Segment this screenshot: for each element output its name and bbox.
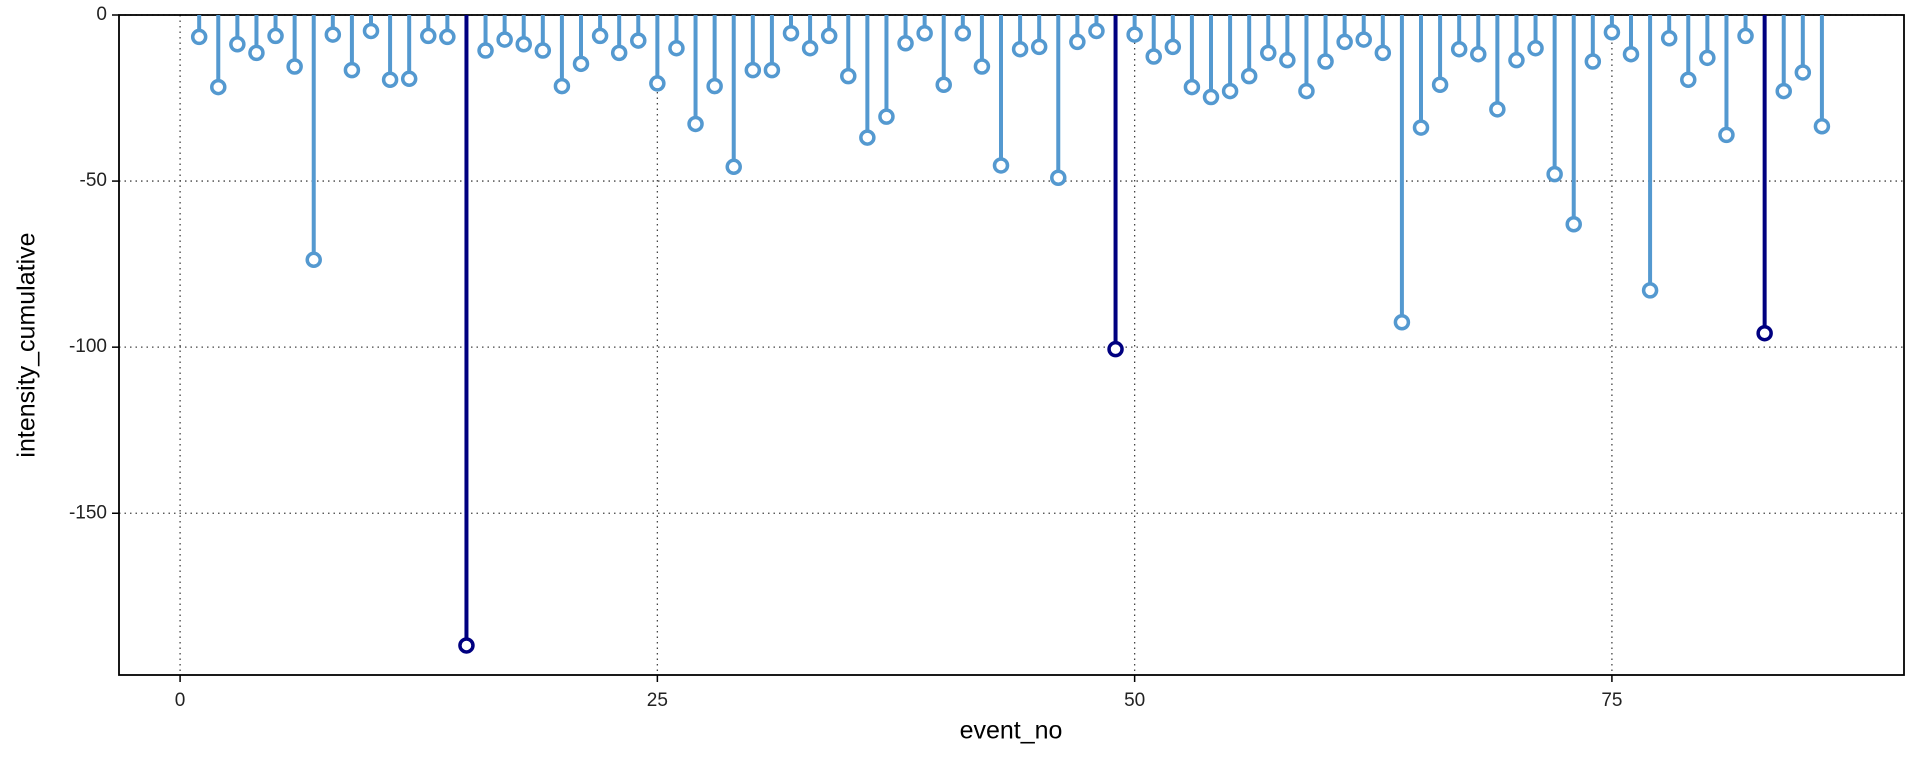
point (229, 35, 246, 53)
point (496, 31, 513, 48)
point (572, 55, 590, 73)
point (935, 76, 952, 94)
point (1050, 169, 1067, 187)
point (668, 39, 685, 57)
point (1775, 82, 1792, 100)
point (1508, 51, 1525, 69)
point (1279, 51, 1296, 69)
x-tick-label: 0 (175, 690, 186, 711)
point (420, 27, 437, 45)
point (1699, 49, 1716, 67)
point (1393, 313, 1411, 331)
point (840, 67, 857, 85)
y-axis-title: intensity_cumulative (13, 232, 41, 457)
point (649, 75, 666, 92)
point (1603, 24, 1621, 41)
point (458, 637, 475, 654)
point (1756, 324, 1773, 342)
x-tick-label: 75 (1601, 690, 1622, 711)
point (1126, 26, 1143, 43)
point (1470, 45, 1487, 63)
x-axis-title: event_no (960, 717, 1063, 745)
point (1221, 82, 1239, 100)
point (286, 58, 303, 75)
point (190, 28, 208, 46)
point (1813, 118, 1831, 135)
point (916, 25, 933, 42)
x-tick-label: 50 (1124, 690, 1145, 711)
point (1355, 31, 1372, 48)
point (782, 25, 800, 42)
point (534, 42, 552, 59)
y-tick-label: -150 (69, 502, 107, 523)
point (515, 35, 532, 53)
point (610, 44, 628, 62)
point (477, 42, 494, 59)
point (1622, 45, 1640, 63)
point (1202, 88, 1220, 106)
point (1489, 101, 1506, 118)
plot-frame (118, 14, 1905, 676)
point (591, 27, 609, 45)
point (267, 27, 284, 45)
point (801, 39, 819, 57)
point (763, 61, 781, 79)
point (973, 58, 991, 75)
point (1641, 282, 1659, 299)
point (1565, 216, 1582, 233)
point (343, 61, 361, 79)
point (1260, 44, 1277, 62)
point (1336, 33, 1353, 51)
point (553, 77, 571, 95)
point (324, 26, 342, 43)
point (439, 28, 456, 46)
y-tick-label: -100 (69, 336, 107, 357)
point (1030, 38, 1048, 56)
point (381, 71, 399, 89)
point (1718, 126, 1735, 144)
point (1145, 48, 1162, 65)
y-tick-label: -50 (80, 170, 107, 191)
point (992, 157, 1010, 174)
point (400, 70, 418, 88)
point (1412, 119, 1430, 136)
point (1107, 340, 1124, 358)
point (1317, 53, 1334, 70)
y-tick-label: 0 (96, 4, 107, 25)
point (1737, 27, 1754, 45)
point (1680, 71, 1697, 89)
x-tick-label: 25 (647, 690, 668, 711)
point (210, 78, 227, 96)
point (1794, 64, 1812, 81)
point (1298, 82, 1315, 100)
point (1069, 33, 1086, 51)
point (1374, 44, 1392, 62)
point (706, 77, 723, 95)
point (1011, 40, 1029, 58)
point (1527, 39, 1544, 57)
point (1546, 165, 1563, 183)
point (859, 129, 876, 146)
point (1660, 30, 1678, 47)
point (305, 251, 322, 269)
point (897, 34, 914, 52)
point (1584, 53, 1602, 70)
point (954, 25, 972, 42)
point (820, 27, 838, 45)
point (362, 22, 380, 40)
point (878, 108, 895, 125)
point (1431, 76, 1449, 94)
point (248, 44, 265, 62)
point (725, 158, 742, 176)
point (1088, 22, 1105, 40)
point (1164, 38, 1182, 56)
point (1240, 67, 1258, 85)
point (1450, 40, 1468, 58)
point (744, 61, 762, 79)
point (630, 32, 647, 49)
point (1183, 78, 1201, 96)
point (687, 115, 704, 133)
